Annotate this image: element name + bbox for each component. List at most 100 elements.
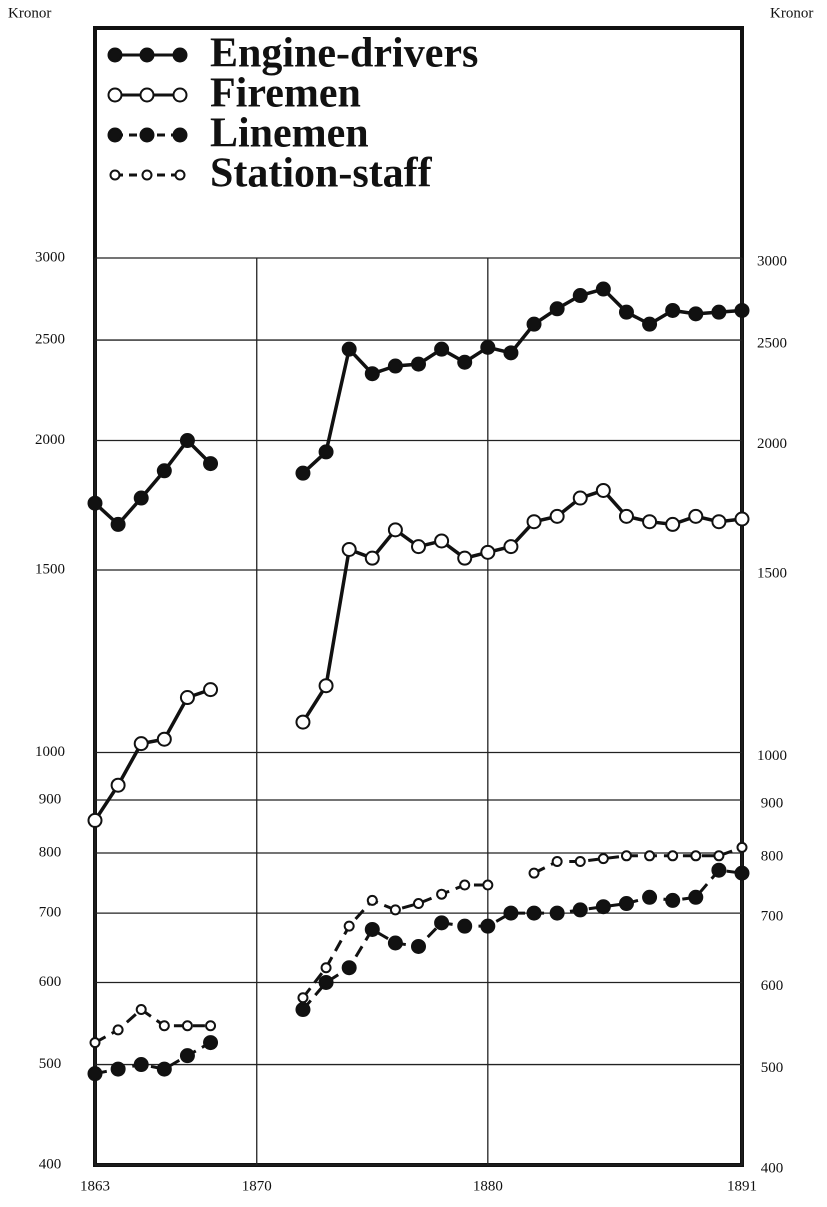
data-point — [387, 935, 403, 951]
legend-label: Linemen — [210, 111, 369, 157]
frame — [93, 26, 744, 1167]
data-point — [711, 304, 727, 320]
legend-marker — [107, 87, 123, 103]
data-point — [528, 867, 540, 879]
legend-marker — [172, 127, 188, 143]
y-tick-label: 700 — [39, 905, 62, 921]
data-point — [526, 514, 542, 530]
data-point — [179, 690, 195, 706]
y-tick-label-right: 1000 — [757, 748, 787, 764]
data-point — [667, 850, 679, 862]
data-point — [618, 896, 634, 912]
legend-marker — [139, 127, 155, 143]
data-point — [318, 974, 334, 990]
data-point — [87, 495, 103, 511]
legend-label: Engine-drivers — [210, 31, 478, 77]
data-point — [597, 853, 609, 865]
data-point — [341, 341, 357, 357]
y-tick-label: 2000 — [35, 432, 65, 448]
x-tick-label: 1891 — [727, 1178, 757, 1194]
data-point — [343, 920, 355, 932]
data-point — [112, 1024, 124, 1036]
data-point — [574, 856, 586, 868]
data-point — [549, 301, 565, 317]
data-point — [158, 1020, 170, 1032]
data-point — [549, 508, 565, 524]
data-point — [503, 345, 519, 361]
data-point — [436, 888, 448, 900]
legend-marker — [172, 47, 188, 63]
y-tick-label: 3000 — [35, 249, 65, 265]
data-point — [89, 1037, 101, 1049]
data-point — [364, 921, 380, 937]
legend-label: Station-staff — [210, 151, 433, 197]
y-tick-label-right: 2000 — [757, 436, 787, 452]
data-point — [156, 731, 172, 747]
data-point — [110, 516, 126, 532]
y-tick-label-right: 800 — [761, 848, 784, 864]
data-point — [434, 341, 450, 357]
data-point — [711, 862, 727, 878]
legend-label: Firemen — [210, 71, 361, 117]
data-point — [665, 892, 681, 908]
data-point — [665, 302, 681, 318]
data-point — [595, 482, 611, 498]
y-tick-label: 400 — [39, 1156, 62, 1172]
data-point — [387, 522, 403, 538]
data-point — [366, 894, 378, 906]
data-point — [318, 678, 334, 694]
legend-marker — [139, 47, 155, 63]
data-point — [642, 889, 658, 905]
data-point — [457, 550, 473, 566]
legend-marker — [174, 169, 186, 181]
y-tick-label-right: 400 — [761, 1160, 784, 1176]
data-point — [734, 511, 750, 527]
data-point — [503, 539, 519, 555]
data-point — [572, 288, 588, 304]
data-point — [364, 550, 380, 566]
data-point — [320, 962, 332, 974]
data-point — [434, 915, 450, 931]
data-point — [341, 960, 357, 976]
data-point — [482, 879, 494, 891]
y-tick-label: 1000 — [35, 744, 65, 760]
data-point — [526, 316, 542, 332]
data-point — [690, 850, 702, 862]
y-tick-label: 1500 — [35, 561, 65, 577]
x-tick-label: 1880 — [473, 1178, 503, 1194]
data-point — [434, 533, 450, 549]
data-point — [526, 905, 542, 921]
data-point — [618, 508, 634, 524]
legend-marker — [139, 87, 155, 103]
data-point — [87, 812, 103, 828]
legend-marker — [172, 87, 188, 103]
data-point — [387, 358, 403, 374]
data-point — [110, 1061, 126, 1077]
legend-marker — [107, 127, 123, 143]
data-point — [642, 316, 658, 332]
y-tick-label: 500 — [39, 1056, 62, 1072]
data-point — [133, 1057, 149, 1073]
data-point — [480, 339, 496, 355]
data-point — [110, 777, 126, 793]
data-point — [665, 516, 681, 532]
y-tick-label: 900 — [39, 791, 62, 807]
data-point — [688, 306, 704, 322]
legend-marker — [141, 169, 153, 181]
y-tick-label: 800 — [39, 844, 62, 860]
data-point — [480, 918, 496, 934]
data-point — [179, 1048, 195, 1064]
data-point — [297, 992, 309, 1004]
data-point — [457, 354, 473, 370]
data-point — [295, 1002, 311, 1018]
data-point — [549, 905, 565, 921]
data-point — [203, 456, 219, 472]
data-point — [133, 490, 149, 506]
data-point — [87, 1066, 103, 1082]
y-tick-label-right: 3000 — [757, 253, 787, 269]
data-point — [713, 850, 725, 862]
data-point — [135, 1004, 147, 1016]
data-point — [318, 444, 334, 460]
y-tick-label-right: 900 — [761, 795, 784, 811]
y-axis-label-right: Kronor — [770, 5, 813, 21]
